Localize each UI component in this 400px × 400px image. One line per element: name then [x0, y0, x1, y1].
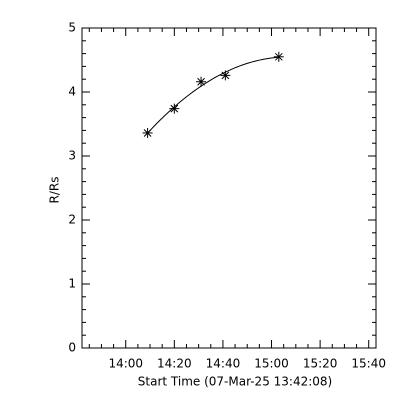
x-tick-label: 14:40 — [206, 357, 241, 371]
data-point — [273, 51, 284, 62]
y-tick-label: 4 — [68, 85, 76, 99]
asterisk-stroke — [170, 104, 179, 113]
fit-curve — [147, 56, 279, 134]
x-tick-label: 15:00 — [254, 357, 289, 371]
plot-frame — [81, 27, 377, 349]
data-point — [196, 76, 207, 87]
x-tick-label: 14:00 — [108, 357, 143, 371]
x-axis-label: Start Time (07-Mar-25 13:42:08) — [138, 375, 332, 389]
x-tick-label: 15:20 — [303, 357, 338, 371]
asterisk-stroke — [274, 52, 283, 61]
y-tick-label: 2 — [68, 213, 76, 227]
y-tick-label: 0 — [68, 341, 76, 355]
y-tick-label: 3 — [68, 149, 76, 163]
asterisk-stroke — [221, 71, 230, 80]
y-tick-label: 1 — [68, 277, 76, 291]
x-tick-label: 14:20 — [157, 357, 192, 371]
y-tick-label: 5 — [68, 21, 76, 35]
y-axis-label: R/Rs — [48, 177, 62, 204]
x-tick-label: 15:40 — [351, 357, 386, 371]
data-point — [169, 103, 180, 114]
asterisk-stroke — [197, 77, 205, 86]
